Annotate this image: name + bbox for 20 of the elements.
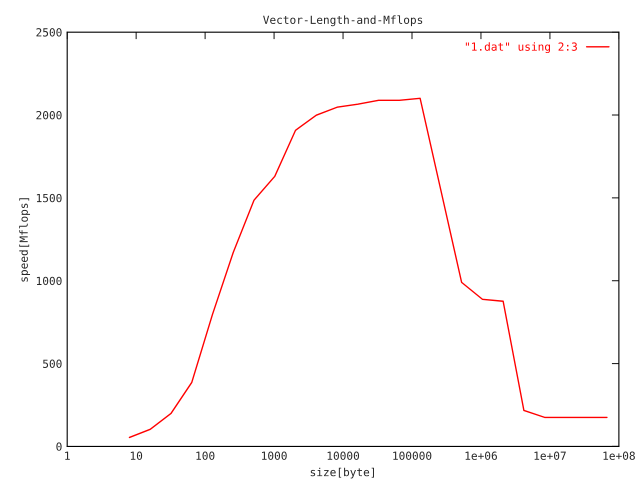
- y-tick-label: 2500: [36, 28, 62, 37]
- x-tick-label: 100: [196, 452, 214, 460]
- y-tick-label: 1500: [36, 194, 62, 202]
- y-axis-title: speed[Mflops]: [19, 198, 30, 282]
- x-axis-title: size[byte]: [310, 468, 374, 478]
- chart-title: Vector-Length-and-Mflops: [263, 15, 422, 26]
- x-tick-label: 10: [130, 452, 142, 460]
- line-series: [128, 98, 608, 438]
- y-tick-label: 500: [43, 360, 62, 368]
- x-tick-label: 100000: [393, 452, 432, 460]
- x-tick-label: 1000: [262, 452, 287, 460]
- y-tick-label: 0: [56, 442, 62, 451]
- x-tick-label: 10000: [328, 452, 360, 460]
- legend-label: "1.dat" using 2:3: [466, 42, 577, 54]
- y-tick-label: 2000: [36, 111, 62, 120]
- y-tick-label: 1000: [36, 276, 62, 286]
- x-tick-label: 1e+08: [603, 452, 635, 460]
- x-tick-label: 1e+06: [466, 452, 497, 460]
- x-tick-label: 1: [65, 452, 70, 460]
- x-tick-label: 1e+07: [534, 452, 566, 460]
